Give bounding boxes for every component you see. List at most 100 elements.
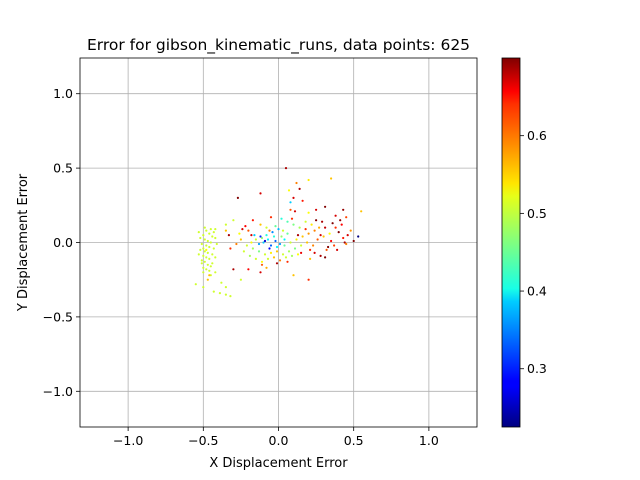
data-point: [202, 254, 205, 257]
data-point: [315, 219, 318, 222]
data-point: [334, 214, 337, 217]
data-point: [224, 286, 227, 289]
data-point: [331, 222, 334, 225]
data-point: [214, 228, 217, 231]
data-point: [309, 248, 312, 251]
data-point: [260, 263, 264, 266]
data-point: [236, 196, 239, 199]
data-point: [205, 229, 208, 232]
data-point: [259, 192, 262, 195]
data-point: [208, 257, 211, 260]
data-point: [293, 247, 297, 250]
data-point: [275, 250, 279, 253]
data-point: [203, 260, 206, 263]
data-point: [301, 199, 304, 202]
data-point: [208, 245, 211, 249]
data-point: [199, 236, 202, 240]
data-point: [205, 244, 208, 247]
data-point: [239, 278, 242, 281]
data-point: [260, 260, 264, 263]
data-point: [293, 210, 297, 213]
data-point: [357, 235, 360, 238]
data-point: [209, 241, 212, 244]
data-point: [229, 295, 232, 298]
data-point: [265, 266, 268, 269]
data-point: [259, 223, 262, 226]
data-point: [250, 241, 253, 244]
data-point: [247, 229, 250, 232]
data-point: [212, 231, 215, 234]
data-point: [235, 242, 238, 246]
data-point: [206, 239, 209, 243]
data-point: [194, 283, 197, 286]
data-point: [266, 257, 270, 260]
x-tick-label: −1.0: [113, 433, 143, 448]
data-point: [300, 244, 303, 247]
data-point: [250, 234, 253, 237]
data-point: [200, 242, 203, 246]
data-point: [227, 234, 230, 237]
data-point: [304, 228, 307, 231]
data-point: [208, 269, 211, 272]
data-point: [205, 268, 208, 271]
data-point: [263, 239, 267, 243]
data-point: [268, 247, 271, 250]
y-tick-label: 1.0: [53, 86, 73, 101]
data-point: [269, 251, 273, 254]
data-point: [283, 238, 286, 241]
data-point: [229, 247, 232, 250]
data-point: [278, 259, 282, 262]
data-point: [284, 167, 288, 170]
chart-title: Error for gibson_kinematic_runs, data po…: [87, 36, 470, 55]
data-point: [316, 238, 319, 241]
data-point: [277, 228, 280, 231]
data-point: [325, 248, 328, 251]
data-point: [287, 250, 291, 253]
data-point: [324, 256, 327, 259]
data-point: [286, 220, 289, 223]
data-point: [262, 241, 265, 244]
data-point: [342, 208, 345, 211]
data-point: [290, 254, 294, 257]
y-tick-label: 0.5: [53, 161, 73, 176]
data-point: [251, 247, 254, 250]
data-point: [318, 226, 321, 229]
data-point: [232, 219, 235, 222]
data-point: [340, 223, 343, 226]
data-point: [327, 245, 330, 249]
data-point: [206, 251, 209, 254]
data-point: [241, 228, 244, 231]
data-point: [301, 235, 304, 238]
data-point: [286, 232, 289, 235]
data-point: [287, 189, 291, 192]
colorbar-tick-label: 0.4: [527, 284, 547, 299]
data-point: [289, 201, 292, 204]
data-point: [212, 247, 215, 250]
data-point: [203, 238, 206, 241]
data-point: [360, 210, 363, 213]
data-point: [272, 235, 276, 238]
data-point: [220, 281, 223, 284]
data-point: [309, 257, 312, 260]
data-point: [259, 235, 262, 238]
data-point: [224, 293, 227, 296]
data-point: [298, 226, 301, 229]
data-point: [274, 225, 277, 228]
data-point: [334, 226, 337, 229]
data-points: [194, 167, 363, 298]
data-point: [346, 234, 349, 237]
data-point: [310, 223, 313, 226]
data-point: [254, 238, 257, 241]
y-tick-label: 0.0: [53, 235, 73, 250]
colorbar-ticks: 0.3 0.4 0.5 0.6: [520, 128, 547, 376]
data-point: [343, 241, 346, 244]
data-point: [209, 228, 212, 231]
data-point: [281, 229, 285, 232]
data-point: [224, 223, 227, 226]
data-point: [208, 274, 211, 277]
data-point: [203, 226, 206, 229]
data-point: [265, 234, 268, 237]
data-point: [212, 290, 215, 293]
data-point: [238, 232, 241, 235]
